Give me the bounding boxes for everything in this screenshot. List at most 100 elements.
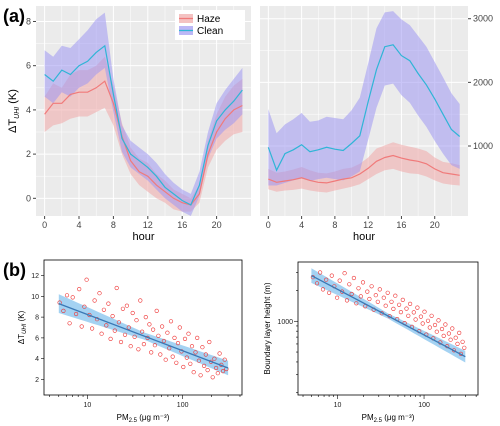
scatter-point — [349, 291, 354, 297]
scatter-point — [360, 280, 366, 285]
scatter-point — [212, 356, 217, 361]
scatter-point — [198, 373, 203, 378]
scatter-point — [422, 309, 427, 314]
scatter-point — [147, 322, 152, 327]
scatter-point — [462, 345, 467, 350]
scatter-point — [377, 287, 382, 292]
scatter-point — [167, 346, 172, 351]
x-axis-label: PM2.5 (μg m⁻³) — [117, 413, 170, 424]
scatter-point — [329, 273, 334, 278]
scatter-point — [106, 301, 111, 306]
scatter-point — [181, 364, 186, 370]
scatter-point — [314, 281, 320, 286]
scatter-point — [61, 308, 66, 314]
band-clean — [44, 12, 243, 216]
scatter-point — [108, 336, 113, 342]
y-tick-label: 6 — [35, 335, 39, 342]
scatter-point — [203, 352, 208, 357]
scatter-point — [134, 318, 139, 323]
x-tick-label: 8 — [332, 220, 337, 230]
scatter-point — [215, 371, 220, 376]
scatter-point — [320, 287, 326, 292]
scatter-point — [324, 277, 329, 282]
scatter-point — [130, 310, 135, 316]
scatter-point — [429, 313, 434, 318]
y-tick-label: 2 — [26, 149, 31, 159]
scatter-point — [101, 307, 106, 312]
scatter-point — [340, 289, 345, 294]
scatter-point — [448, 337, 453, 342]
scatter-point — [160, 324, 165, 329]
x-tick-label: 10 — [334, 402, 342, 409]
scatter-point — [114, 285, 119, 291]
scatter-point — [140, 329, 145, 334]
scatter-point — [118, 339, 124, 345]
scatter-point — [124, 303, 129, 308]
scatter-point — [92, 298, 97, 303]
scatter-point — [408, 301, 413, 307]
scatter-point — [70, 295, 75, 300]
scatter-point — [132, 334, 137, 339]
scatter-point — [369, 284, 374, 289]
scatter-point — [184, 355, 189, 360]
scatter-point — [175, 341, 181, 346]
scatter-point — [327, 290, 332, 295]
scatter-point — [439, 326, 445, 332]
y-tick-label: 2000 — [473, 77, 493, 87]
y-tick-label: 12 — [31, 273, 39, 280]
scatter-point — [217, 351, 222, 356]
scatter-point — [389, 299, 394, 304]
scatter-point — [404, 306, 409, 311]
scatter-point — [99, 331, 104, 336]
fit-line — [311, 274, 466, 358]
scatter-point — [193, 350, 198, 355]
scatter-point — [453, 335, 458, 340]
scatter-point — [64, 293, 70, 298]
scatter-point — [149, 350, 154, 355]
scatter-point — [67, 321, 72, 326]
scatter-point — [174, 360, 179, 365]
scatter-point — [97, 291, 102, 296]
scatter-point — [344, 298, 350, 303]
scatter-point — [122, 332, 128, 337]
scatter-point — [138, 298, 143, 303]
scatter-point — [156, 333, 161, 338]
scatter-point — [158, 352, 163, 357]
y-tick-label: 0 — [26, 193, 31, 203]
y-tick-label: 4 — [26, 105, 31, 115]
x-tick-label: 100 — [177, 402, 189, 409]
scatter-point — [196, 358, 201, 363]
fit-confidence-band — [58, 294, 229, 376]
scatter-point — [446, 331, 452, 336]
scatter-point — [186, 331, 191, 336]
scatter-point — [457, 330, 462, 336]
scatter-point — [418, 314, 424, 319]
y-tick-label: 6 — [26, 61, 31, 71]
scatter-point — [82, 304, 87, 309]
scatter-point — [210, 375, 215, 380]
scatter-point — [351, 275, 357, 281]
scatter-point — [188, 361, 193, 366]
scatter-point — [182, 336, 188, 342]
band-haze — [44, 56, 243, 212]
scatter-point — [120, 306, 125, 311]
scatter-point — [356, 286, 361, 291]
scatter-uhi-vs-pm25: 10 100 PM2.5 (μg m⁻³) 2 4 6 8 10 12 ΔTUHI (K) — [17, 259, 243, 424]
x-tick-label: 0 — [42, 220, 47, 230]
fit-confidence-band — [311, 268, 466, 363]
x-tick-label: 20 — [212, 220, 222, 230]
scatter-point — [337, 278, 342, 283]
scatter-point — [367, 296, 372, 302]
y-tick-label: 4 — [35, 356, 39, 363]
scatter-point — [195, 335, 200, 341]
panel-label-b: (b) — [3, 260, 26, 280]
scatter-point — [436, 318, 441, 323]
scatter-point — [177, 325, 182, 330]
x-tick-label: 4 — [76, 220, 81, 230]
x-tick-label: 4 — [299, 220, 304, 230]
scatter-point — [411, 310, 416, 315]
y-axis-label: ΔTUHI (K) — [17, 310, 28, 344]
scatter-point — [170, 354, 175, 359]
scatter-point — [450, 326, 455, 331]
x-axis-label: hour — [353, 231, 375, 243]
